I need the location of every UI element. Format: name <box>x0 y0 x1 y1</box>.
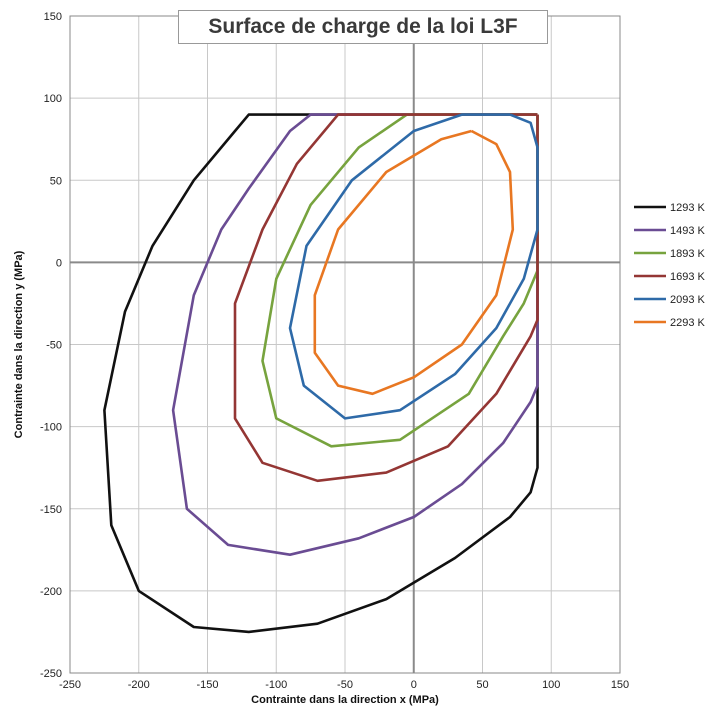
legend-label: 2293 K <box>670 317 706 329</box>
x-tick-label: -150 <box>196 679 218 691</box>
y-tick-label: -100 <box>40 422 62 434</box>
x-tick-label: 50 <box>476 679 488 691</box>
legend-label: 1293 K <box>670 202 706 214</box>
series-line <box>261 113 539 448</box>
series-line <box>233 113 539 483</box>
y-tick-label: 150 <box>44 11 62 23</box>
y-tick-label: -250 <box>40 668 62 680</box>
x-tick-label: -200 <box>128 679 150 691</box>
chart-title-box: Surface de charge de la loi L3F <box>178 10 548 44</box>
x-tick-label: 0 <box>411 679 417 691</box>
legend: 1293 K 1493 K 1893 K 1693 K 2093 K 2293 K <box>634 202 706 329</box>
x-tick-labels: -250 -200 -150 -100 -50 0 50 100 150 <box>59 679 629 691</box>
series-line <box>313 129 515 396</box>
x-tick-label: -50 <box>337 679 353 691</box>
series-line <box>171 113 539 557</box>
y-tick-label: 50 <box>50 175 62 187</box>
y-axis-label: Contrainte dans la direction y (MPa) <box>13 250 25 438</box>
legend-label: 2093 K <box>670 294 706 306</box>
chart-title: Surface de charge de la loi L3F <box>208 15 518 38</box>
y-tick-label: 0 <box>56 257 62 269</box>
y-tick-label: -200 <box>40 586 62 598</box>
series-line <box>103 113 539 634</box>
x-tick-label: -100 <box>265 679 287 691</box>
legend-label: 1493 K <box>670 225 706 237</box>
series-group <box>103 113 539 634</box>
x-axis-label: Contrainte dans la direction x (MPa) <box>251 694 439 706</box>
y-tick-labels: -250 -200 -150 -100 -50 0 50 100 150 <box>40 11 62 680</box>
legend-label: 1693 K <box>670 271 706 283</box>
y-tick-label: -150 <box>40 504 62 516</box>
series-line <box>288 113 539 420</box>
x-tick-label: 100 <box>542 679 560 691</box>
y-tick-label: 100 <box>44 93 62 105</box>
x-tick-label: -250 <box>59 679 81 691</box>
legend-label: 1893 K <box>670 248 706 260</box>
x-tick-label: 150 <box>611 679 629 691</box>
y-tick-label: -50 <box>46 340 62 352</box>
